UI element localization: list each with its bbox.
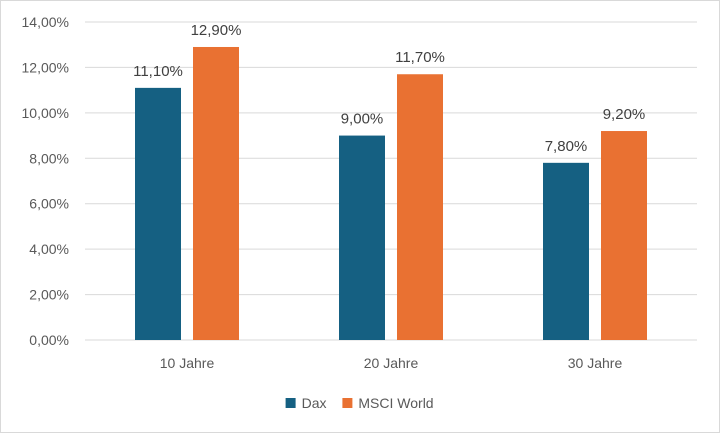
legend: Dax MSCI World — [285, 395, 434, 411]
x-axis-ticks: 10 Jahre 20 Jahre 30 Jahre — [160, 355, 623, 371]
y-tick-label: 12,00% — [22, 59, 69, 75]
bar-dax — [339, 135, 385, 340]
legend-label: MSCI World — [358, 395, 433, 411]
y-axis-ticks: 0,00% 2,00% 4,00% 6,00% 8,00% 10,00% 12,00% 14,… — [22, 14, 69, 348]
x-tick-label: 10 Jahre — [160, 355, 215, 371]
data-label: 9,00% — [341, 111, 384, 128]
data-label: 11,70% — [395, 49, 445, 66]
y-tick-label: 4,00% — [29, 241, 69, 257]
legend-item: Dax — [285, 395, 327, 411]
data-label: 12,90% — [191, 22, 242, 39]
bar-dax — [135, 87, 181, 340]
legend-swatch — [342, 398, 353, 408]
data-label: 9,20% — [603, 106, 646, 123]
x-tick-label: 30 Jahre — [568, 355, 623, 371]
y-tick-label: 2,00% — [29, 287, 69, 303]
legend-item: MSCI World — [342, 395, 434, 411]
bar-msci-world — [193, 46, 239, 340]
bar-dax — [543, 162, 589, 340]
legend-label: Dax — [302, 395, 327, 411]
bar-msci-world — [397, 74, 443, 340]
data-labels: 11,10% 12,90% 9,00% 11,70% 7,80% 9,20% — [133, 22, 645, 155]
y-tick-label: 14,00% — [22, 14, 69, 30]
bars — [135, 46, 647, 340]
bar-msci-world — [601, 131, 647, 340]
legend-swatch — [285, 398, 296, 408]
y-tick-label: 8,00% — [29, 150, 69, 166]
x-tick-label: 20 Jahre — [364, 355, 419, 371]
data-label: 11,10% — [133, 63, 183, 80]
y-tick-label: 6,00% — [29, 196, 69, 212]
data-label: 7,80% — [545, 138, 588, 155]
gridlines — [85, 21, 697, 341]
y-tick-label: 10,00% — [22, 105, 69, 121]
y-tick-label: 0,00% — [29, 332, 69, 348]
